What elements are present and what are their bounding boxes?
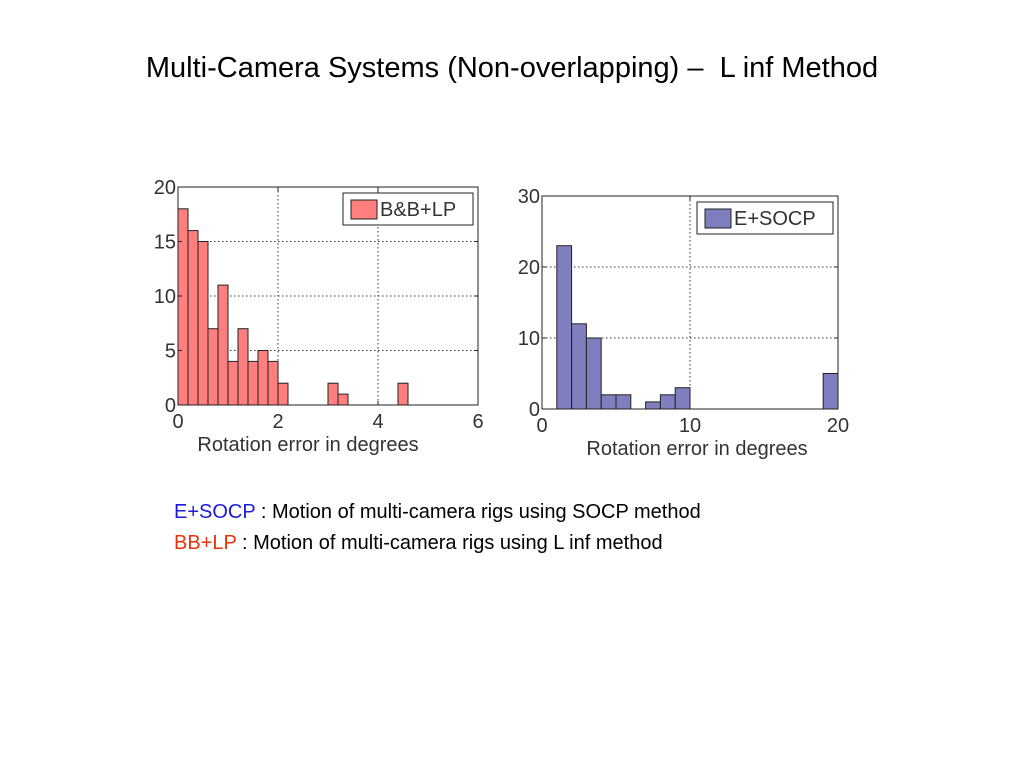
histogram-bar [823,374,838,410]
histogram-bar [238,329,248,405]
histogram-bar [278,383,288,405]
y-tick-label: 0 [165,395,176,417]
note-bblp-key: BB+LP [174,532,236,554]
note-esocp: E+SOCP : Motion of multi-camera rigs usi… [174,497,701,528]
method-notes: E+SOCP : Motion of multi-camera rigs usi… [174,497,701,559]
histogram-bar [178,209,188,405]
legend-swatch [705,209,731,228]
note-esocp-key: E+SOCP [174,501,255,523]
histogram-bar [646,402,661,409]
histogram-bar [586,338,601,409]
histogram-bar [616,395,631,409]
x-tick-label: 2 [272,411,283,433]
x-axis-label: Rotation error in degrees [586,438,807,460]
x-tick-label: 6 [472,411,483,433]
histogram-bar [268,361,278,405]
x-axis-label: Rotation error in degrees [197,434,418,456]
esocp-histogram: 0 10 20 0 10 20 30 Rotation error in degrees E+S… [505,176,875,471]
histogram-bar [660,395,675,409]
histogram-bar [208,329,218,405]
y-tick-label: 0 [529,399,540,421]
x-tick-label: 20 [827,415,849,437]
histogram-bar [398,383,408,405]
y-tick-label: 30 [518,186,540,208]
y-tick-label: 20 [154,177,176,199]
y-tick-label: 10 [154,286,176,308]
y-tick-label: 20 [518,257,540,279]
note-bblp: BB+LP : Motion of multi-camera rigs usin… [174,528,701,559]
histogram-bar [188,231,198,405]
histogram-bar [557,246,572,409]
histogram-bar [198,242,208,406]
histogram-bar [218,285,228,405]
note-bblp-text: : Motion of multi-camera rigs using L in… [236,532,662,554]
histogram-bar [228,361,238,405]
legend-label: B&B+LP [380,199,456,221]
histogram-bar [328,383,338,405]
slide-title: Multi-Camera Systems (Non-overlapping) –… [0,52,1024,85]
y-tick-label: 5 [165,341,176,363]
y-tick-label: 15 [154,232,176,254]
histogram-bar [601,395,616,409]
histogram-bar [338,394,348,405]
histogram-bar [675,388,690,409]
histogram-bar [258,351,268,406]
x-tick-label: 10 [679,415,701,437]
y-tick-label: 10 [518,328,540,350]
legend-swatch [351,200,377,219]
note-esocp-text: : Motion of multi-camera rigs using SOCP… [255,501,700,523]
histogram-bar [248,361,258,405]
histogram-bar [572,324,587,409]
x-tick-label: 4 [372,411,383,433]
bblp-histogram: 0 2 4 6 0 5 10 15 20 Rotation error in degrees B&B… [138,170,498,470]
legend-label: E+SOCP [734,208,816,230]
